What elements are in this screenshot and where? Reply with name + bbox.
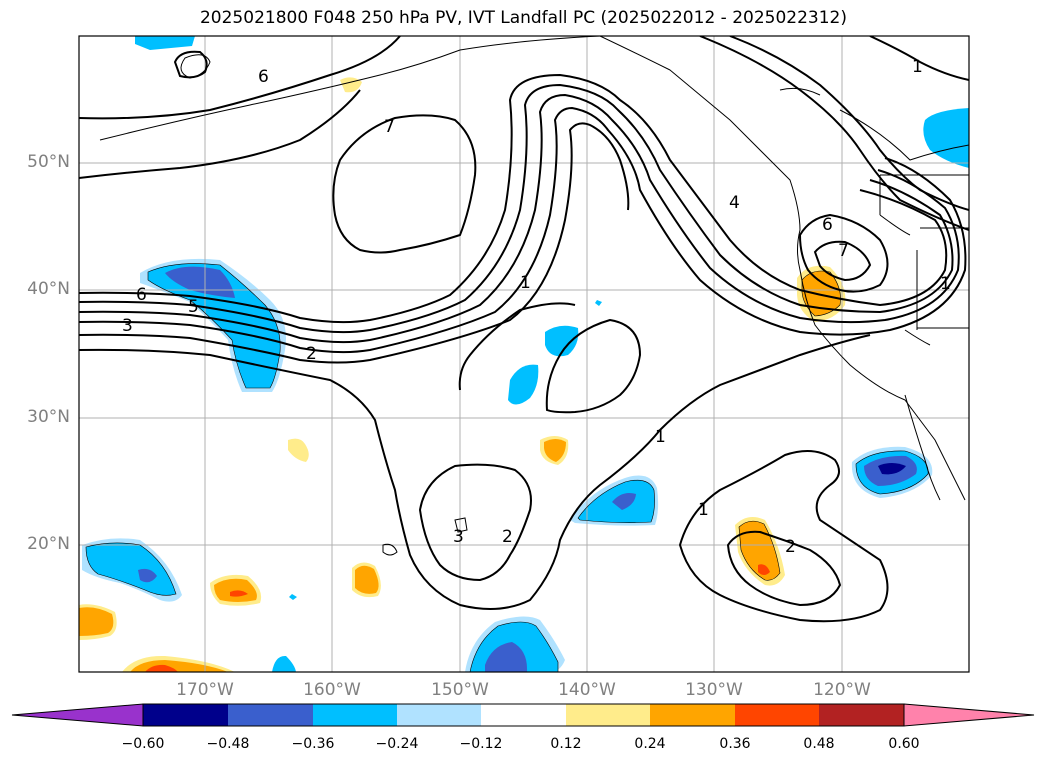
coastlines xyxy=(99,36,969,556)
map-frame xyxy=(78,35,970,673)
pv-contours xyxy=(79,36,969,623)
colorbar-tick-label: 0.12 xyxy=(550,736,582,752)
colorbar-tick-label: −0.12 xyxy=(459,736,503,752)
contour-label: 1 xyxy=(655,427,666,447)
contour-label: 1 xyxy=(698,500,709,520)
lon-label: 140°W xyxy=(558,680,616,700)
colorbar-tick-label: 0.60 xyxy=(888,736,920,752)
contour-label: 1 xyxy=(940,274,951,294)
lat-label: 50°N xyxy=(27,152,70,172)
map-title: 2025021800 F048 250 hPa PV, IVT Landfall… xyxy=(199,8,847,28)
lon-label: 130°W xyxy=(685,680,743,700)
lon-label: 160°W xyxy=(303,680,361,700)
lat-label: 30°N xyxy=(27,407,70,427)
contour-label: 7 xyxy=(838,241,849,261)
lat-label: 40°N xyxy=(27,279,70,299)
contour-label: 2 xyxy=(306,344,317,364)
colorbar-tick-label: −0.24 xyxy=(375,736,419,752)
contour-label: 6 xyxy=(136,285,147,305)
contour-label: 3 xyxy=(122,316,133,336)
contour-label: 3 xyxy=(453,527,464,547)
contour-label: 1 xyxy=(520,273,531,293)
colorbar-tick-label: −0.48 xyxy=(206,736,250,752)
contour-label: 6 xyxy=(822,215,833,235)
ivt-outline xyxy=(85,263,929,672)
colorbar-tick-label: 0.36 xyxy=(719,736,751,752)
lat-label: 20°N xyxy=(27,534,70,554)
contour-label: 2 xyxy=(785,537,796,557)
colorbar-tick-label: 0.48 xyxy=(803,736,835,752)
contour-label: 2 xyxy=(502,527,513,547)
lon-label: 150°W xyxy=(431,680,489,700)
lon-label: 120°W xyxy=(813,680,871,700)
contour-label: 1 xyxy=(912,57,923,77)
lon-label: 170°W xyxy=(176,680,234,700)
colorbar-tick-label: 0.24 xyxy=(634,736,666,752)
contour-label: 4 xyxy=(729,193,740,213)
colorbar-tick-label: −0.60 xyxy=(121,736,165,752)
contour-label: 6 xyxy=(258,67,269,87)
contour-labels: 6 7 1 6 5 3 2 1 4 6 7 1 1 3 2 1 2 xyxy=(122,57,951,557)
contour-label: 7 xyxy=(384,117,395,137)
map-panel: 6 7 1 6 5 3 2 1 4 6 7 1 1 3 2 1 2 xyxy=(79,36,969,672)
colorbar-tick-label: −0.36 xyxy=(291,736,335,752)
contour-label: 5 xyxy=(188,297,199,317)
colorbar xyxy=(11,703,1035,727)
